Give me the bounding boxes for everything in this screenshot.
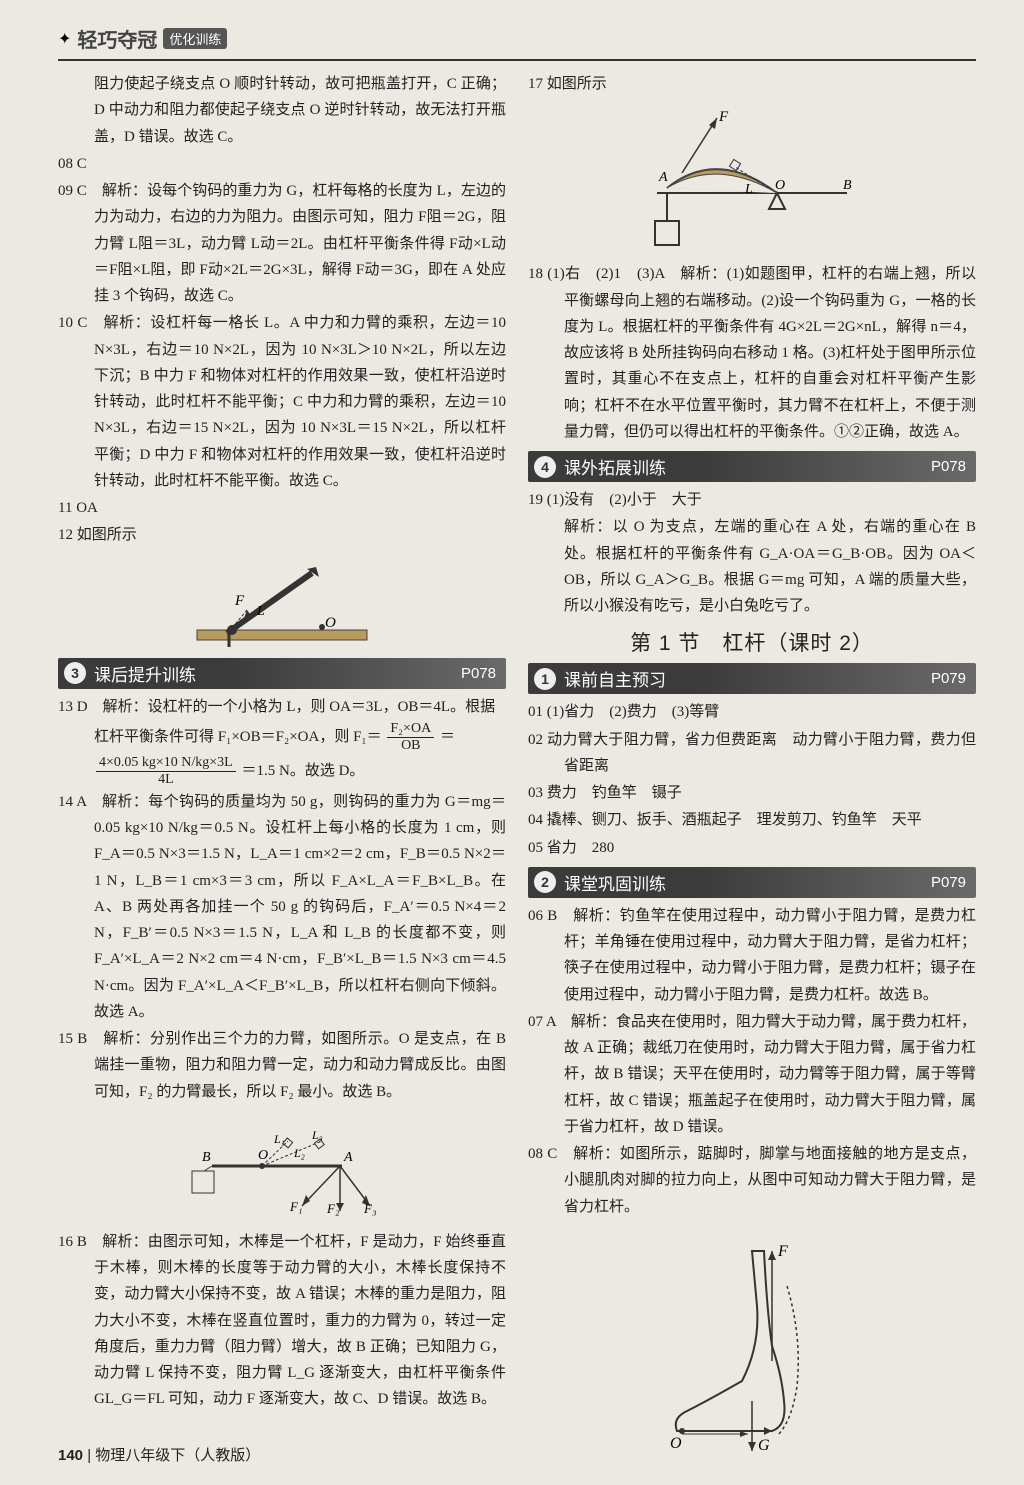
svg-text:B: B <box>202 1150 211 1165</box>
section-3-page: P078 <box>461 665 496 682</box>
svg-text:L₂: L₂ <box>293 1146 305 1160</box>
q15: 15 B 解析：分别作出三个力的力臂，如图所示。O 是支点，在 B 端挂一重物，… <box>58 1026 506 1105</box>
frac-num: 4×0.05 kg×10 N/kg×3L <box>96 755 236 771</box>
frac-den: 4L <box>96 772 236 787</box>
chapter-title: 第 1 节 杠杆（课时 2） <box>528 627 976 657</box>
section-2-bar: 2 课堂巩固训练 P079 <box>528 867 976 898</box>
svg-text:F₂: F₂ <box>326 1201 340 1216</box>
section-1-title: 课前自主预习 <box>564 666 666 691</box>
svg-text:O: O <box>670 1435 682 1452</box>
q10: 10 C 解析：设杠杆每一格长 L。A 中力和力臂的乘积，左边＝10 N×3L，… <box>58 310 506 494</box>
svg-text:F: F <box>777 1243 788 1260</box>
r06: 06 B 解析：钓鱼竿在使用过程中，动力臂小于阻力臂，是费力杠杆；羊角锤在使用过… <box>528 903 976 1008</box>
svg-text:O: O <box>775 178 785 193</box>
q13c-text: ＝1.5 N。故选 D。 <box>242 763 365 779</box>
book-title: 轻巧夺冠 <box>77 24 157 53</box>
section-4-bar: 4 课外拓展训练 P078 <box>528 451 976 482</box>
section-3-bar: 3 课后提升训练 P078 <box>58 658 506 689</box>
svg-text:O: O <box>258 1148 268 1163</box>
foot-lever-diagram: F G O <box>642 1226 862 1456</box>
svg-text:A: A <box>343 1150 353 1165</box>
left-column: 阻力使起子绕支点 O 顺时针转动，故可把瓶盖打开，C 正确；D 中动力和阻力都使… <box>58 71 506 1464</box>
section-num-badge: 4 <box>534 456 556 478</box>
svg-text:A: A <box>658 170 668 185</box>
section-3-title: 课后提升训练 <box>94 661 196 686</box>
star-icon: ✦ <box>58 29 71 49</box>
r05: 05 省力 280 <box>528 835 976 861</box>
q13b-text: 杠杆平衡条件可得 F₁×OB＝F₂×OA，则 F₁＝ <box>94 729 382 745</box>
section-num-badge: 1 <box>534 668 556 690</box>
r01: 01 (1)省力 (2)费力 (3)等臂 <box>528 699 976 725</box>
page-root: ✦ 轻巧夺冠 优化训练 阻力使起子绕支点 O 顺时针转动，故可把瓶盖打开，C 正… <box>0 0 1024 1485</box>
figure-q17: O B A F L <box>528 103 976 253</box>
nail-lever-diagram: O F L <box>177 555 387 650</box>
footer-text: 物理八年级下（人教版） <box>95 1447 260 1464</box>
svg-text:B: B <box>843 178 852 193</box>
r02: 02 动力臂大于阻力臂，省力但费距离 动力臂小于阻力臂，费力但省距离 <box>528 727 976 780</box>
three-forces-diagram: O B A F₁ F₂ F₃ L₁ L₂ <box>172 1111 392 1221</box>
svg-text:F: F <box>718 109 729 125</box>
page-header: ✦ 轻巧夺冠 优化训练 <box>58 24 976 53</box>
q17: 17 如图所示 <box>528 71 976 97</box>
figure-q15: O B A F₁ F₂ F₃ L₁ L₂ <box>58 1111 506 1221</box>
right-column: 17 如图所示 O B A F L <box>528 71 976 1464</box>
svg-text:F₁: F₁ <box>289 1199 302 1214</box>
q16: 16 B 解析：由图示可知，木棒是一个杠杆，F 是动力，F 始终垂直于木棒，则木… <box>58 1229 506 1413</box>
section-num-badge: 2 <box>534 871 556 893</box>
section-2-title: 课堂巩固训练 <box>564 870 666 895</box>
two-column-layout: 阻力使起子绕支点 O 顺时针转动，故可把瓶盖打开，C 正确；D 中动力和阻力都使… <box>58 71 976 1464</box>
page-footer: 140 | 物理八年级下（人教版） <box>58 1444 260 1465</box>
r07: 07 A 解析：食品夹在使用时，阻力臂大于动力臂，属于费力杠杆，故 A 正确；裁… <box>528 1009 976 1140</box>
section-num-badge: 3 <box>64 662 86 684</box>
svg-text:L: L <box>256 604 265 619</box>
frac-num: F₂×OA <box>387 721 434 737</box>
q13-line3: 4×0.05 kg×10 N/kg×3L 4L ＝1.5 N。故选 D。 <box>58 755 506 788</box>
q11: 11 OA <box>58 495 506 521</box>
q12: 12 如图所示 <box>58 522 506 548</box>
section-1-page: P079 <box>931 670 966 687</box>
q13-fraction1: F₂×OA OB <box>387 721 434 753</box>
svg-text:F: F <box>234 593 245 609</box>
q18: 18 (1)右 (2)1 (3)A 解析：(1)如题图甲，杠杆的右端上翘，所以平… <box>528 261 976 445</box>
q09: 09 C 解析：设每个钩码的重力为 G，杠杆每格的长度为 L，左边的力为动力，右… <box>58 178 506 309</box>
footer-page-num: 140 <box>58 1447 83 1464</box>
figure-foot: F G O <box>528 1226 976 1456</box>
book-badge: 优化训练 <box>163 28 227 49</box>
figure-q12: O F L <box>58 555 506 650</box>
q13-eq: ＝ <box>440 729 455 745</box>
lever-screw-diagram: O B A F L <box>627 103 877 253</box>
svg-text:G: G <box>758 1437 770 1454</box>
q13-line2: 杠杆平衡条件可得 F₁×OB＝F₂×OA，则 F₁＝ F₂×OA OB ＝ <box>58 721 506 754</box>
q19b: 解析：以 O 为支点，左端的重心在 A 处，右端的重心在 B 处。根据杠杆的平衡… <box>528 514 976 619</box>
svg-text:F₃: F₃ <box>363 1201 376 1216</box>
q13-line1: 13 D 解析：设杠杆的一个小格为 L，则 OA＝3L，OB＝4L。根据 <box>58 694 506 720</box>
svg-text:L: L <box>744 182 753 197</box>
header-rule <box>58 59 976 61</box>
q07-continued: 阻力使起子绕支点 O 顺时针转动，故可把瓶盖打开，C 正确；D 中动力和阻力都使… <box>58 71 506 150</box>
svg-text:O: O <box>325 615 336 631</box>
section-2-page: P079 <box>931 874 966 891</box>
r03: 03 费力 钓鱼竿 镊子 <box>528 780 976 806</box>
section-4-page: P078 <box>931 458 966 475</box>
r04: 04 撬棒、铡刀、扳手、酒瓶起子 理发剪刀、钓鱼竿 天平 <box>528 807 976 833</box>
q13-fraction2: 4×0.05 kg×10 N/kg×3L 4L <box>96 755 236 787</box>
frac-den: OB <box>387 738 434 753</box>
section-4-title: 课外拓展训练 <box>564 454 666 479</box>
r08: 08 C 解析：如图所示，踮脚时，脚掌与地面接触的地方是支点，小腿肌肉对脚的拉力… <box>528 1141 976 1220</box>
section-1-bar: 1 课前自主预习 P079 <box>528 663 976 694</box>
q08: 08 C <box>58 151 506 177</box>
q14: 14 A 解析：每个钩码的质量均为 50 g，则钩码的重力为 G＝mg＝0.05… <box>58 789 506 1025</box>
q19a: 19 (1)没有 (2)小于 大于 <box>528 487 976 513</box>
